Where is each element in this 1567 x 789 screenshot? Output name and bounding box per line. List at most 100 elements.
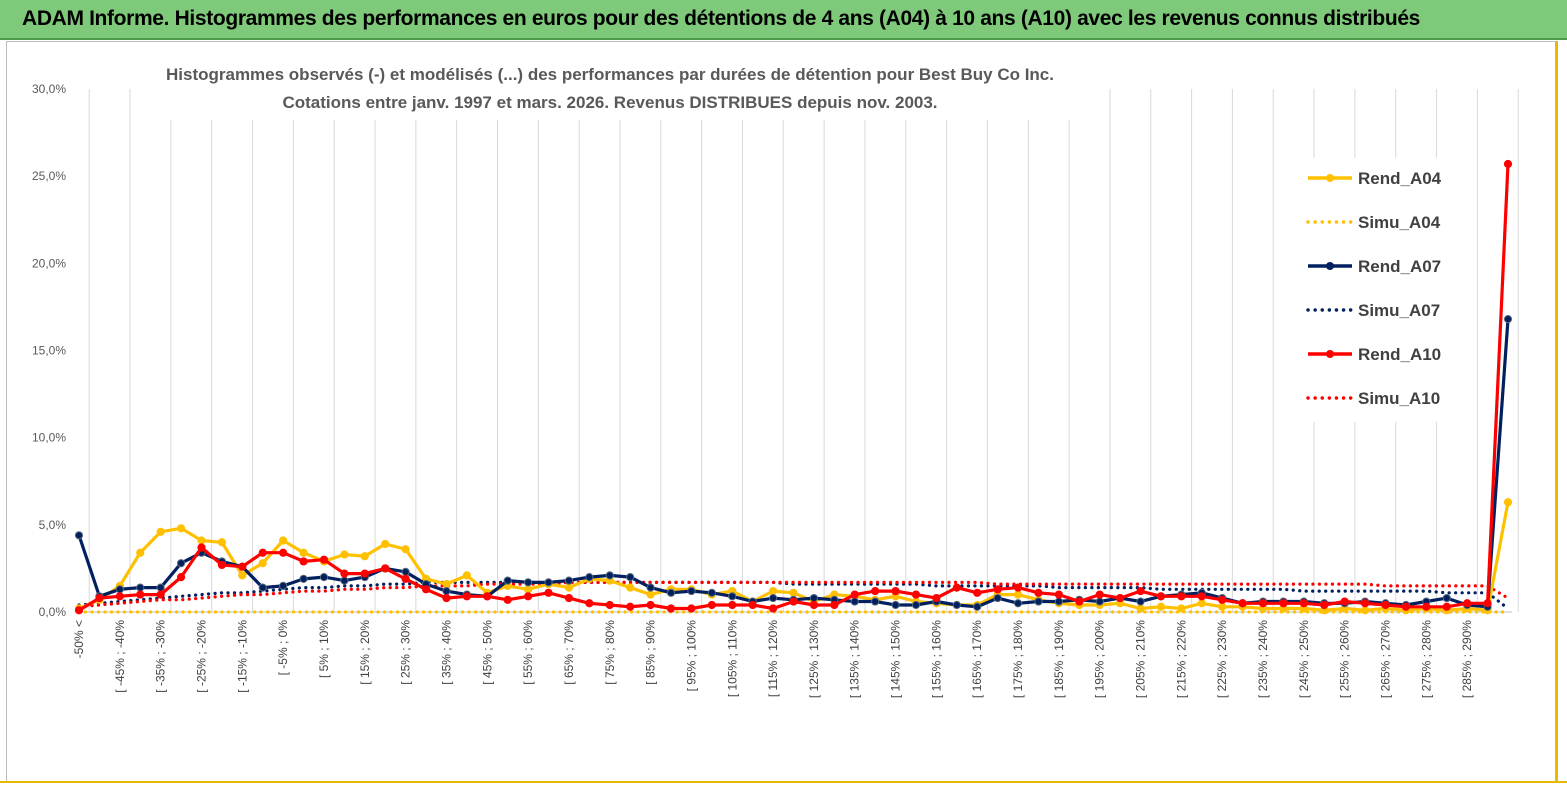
data-point xyxy=(1361,599,1370,608)
data-point xyxy=(932,593,941,603)
data-point xyxy=(871,597,880,606)
data-point xyxy=(626,573,635,582)
legend-label: Rend_A07 xyxy=(1358,257,1441,276)
x-tick-label: [ 265% ; 270% xyxy=(1379,620,1393,698)
data-point xyxy=(605,600,614,610)
data-point xyxy=(1034,597,1043,606)
data-point xyxy=(1013,590,1023,599)
data-point xyxy=(319,573,329,582)
data-point xyxy=(319,555,329,564)
data-point xyxy=(340,550,349,559)
data-point xyxy=(1442,593,1451,603)
data-point xyxy=(1116,593,1125,603)
x-tick-label: [ 155% ; 160% xyxy=(929,620,943,698)
data-point xyxy=(687,586,696,596)
data-point xyxy=(462,592,471,601)
legend-label: Rend_A04 xyxy=(1358,169,1442,188)
legend-item: Simu_A10 xyxy=(1306,389,1440,408)
legend-label: Rend_A10 xyxy=(1358,345,1441,364)
data-point xyxy=(1013,599,1023,608)
title-background xyxy=(150,58,1070,120)
data-point xyxy=(544,588,553,597)
data-point xyxy=(524,592,533,601)
data-point xyxy=(1463,599,1472,608)
data-point xyxy=(503,595,512,604)
data-point xyxy=(1136,597,1145,606)
data-point xyxy=(973,588,982,597)
x-tick-label: [ 185% ; 190% xyxy=(1052,620,1066,698)
data-point xyxy=(176,573,186,582)
series-simu-a07 xyxy=(77,580,1510,611)
data-point xyxy=(258,559,267,568)
data-point xyxy=(626,602,635,611)
x-tick-label: [ 75% ; 80% xyxy=(603,620,617,685)
data-point xyxy=(217,538,226,547)
series-rend-a07 xyxy=(74,315,1513,611)
data-point xyxy=(993,585,1002,594)
data-point xyxy=(646,590,655,599)
data-point xyxy=(564,583,574,592)
x-tick-label: [ 15% ; 20% xyxy=(358,620,372,685)
chart-title: Histogrammes observés (-) et modélisés (… xyxy=(166,65,1054,84)
data-point xyxy=(156,583,165,592)
data-point xyxy=(299,557,308,566)
x-tick-label: [ -25% ; -20% xyxy=(194,620,208,693)
data-point xyxy=(1258,599,1268,608)
legend-background xyxy=(1300,158,1450,422)
x-tick-label: [ 35% ; 40% xyxy=(439,620,453,685)
x-tick-label: [ 115% ; 120% xyxy=(766,620,780,697)
data-point xyxy=(789,588,798,597)
y-tick-label: 5,0% xyxy=(39,518,67,532)
data-point xyxy=(176,524,186,533)
data-point xyxy=(299,548,308,557)
data-point xyxy=(483,592,492,601)
x-axis: -50% < [ -45% ; -40% [ -35% ; -30% [ -25% ;… xyxy=(72,611,1512,698)
x-tick-label: [ 95% ; 100% xyxy=(684,620,698,692)
data-point xyxy=(605,571,614,580)
data-point xyxy=(768,604,778,613)
frame-bottom-border xyxy=(0,781,1567,789)
data-point xyxy=(1381,600,1390,610)
data-point xyxy=(1197,599,1206,608)
x-tick-label: [ 85% ; 90% xyxy=(644,620,658,685)
data-point xyxy=(524,585,533,594)
x-tick-label: [ 5% ; 10% xyxy=(317,620,331,678)
series-line xyxy=(77,580,1510,611)
data-point xyxy=(462,571,471,580)
x-tick-label: [ 235% ; 240% xyxy=(1256,620,1270,698)
data-point xyxy=(401,567,410,577)
data-point xyxy=(1197,592,1206,601)
data-point xyxy=(871,586,880,596)
x-tick-label: [ -45% ; -40% xyxy=(113,620,127,693)
x-tick-label: -50% < xyxy=(72,620,86,658)
data-point xyxy=(809,600,819,610)
data-point xyxy=(360,552,369,561)
data-point xyxy=(748,600,757,610)
y-tick-label: 0,0% xyxy=(39,605,67,619)
data-point xyxy=(1218,595,1227,604)
data-point xyxy=(524,578,533,587)
legend-label: Simu_A10 xyxy=(1358,389,1440,408)
data-point xyxy=(1095,597,1104,606)
data-point xyxy=(299,574,308,583)
data-point xyxy=(1503,498,1513,507)
data-point xyxy=(789,597,798,606)
x-tick-label: [ 205% ; 210% xyxy=(1134,620,1148,698)
data-point xyxy=(156,590,165,599)
y-axis: 0,0% 5,0% 10,0% 15,0% 20,0% 25,0% 30,0% xyxy=(32,82,66,619)
legend-item: Simu_A04 xyxy=(1306,213,1441,232)
x-tick-label: [ 25% ; 30% xyxy=(399,620,413,685)
data-point xyxy=(381,539,390,549)
report-title: ADAM Informe. Histogrammes des performan… xyxy=(22,7,1420,30)
legend-item: Rend_A04 xyxy=(1308,169,1442,188)
data-point xyxy=(564,593,574,603)
data-point xyxy=(95,593,104,603)
x-tick-label: [ 215% ; 220% xyxy=(1174,620,1188,698)
x-tick-label: [ 145% ; 150% xyxy=(889,620,903,698)
data-point xyxy=(197,536,206,545)
data-point xyxy=(279,548,288,557)
legend-item: Rend_A07 xyxy=(1308,257,1441,276)
data-point xyxy=(626,583,635,592)
legend-marker xyxy=(1326,174,1334,182)
